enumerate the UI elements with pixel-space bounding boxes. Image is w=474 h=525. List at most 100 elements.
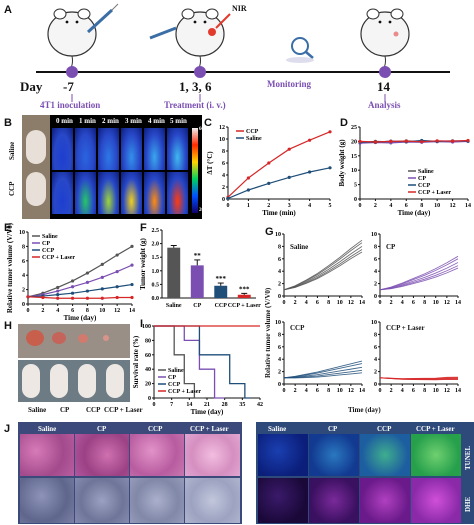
j-row-he: H&E — [8, 450, 16, 466]
g-label-saline: Saline — [290, 243, 309, 251]
x-tick-label: 4 — [308, 203, 311, 209]
y-tick-label: 6 — [374, 345, 377, 351]
data-point — [56, 296, 60, 300]
panel-a-label: A — [4, 4, 12, 16]
y-tick-label: 2 — [222, 185, 225, 191]
panel-b-label: B — [4, 117, 12, 129]
x-tick-label: 2 — [374, 203, 377, 209]
y-tick-label: 2.0 — [152, 242, 160, 248]
x-tick-label: 1 — [247, 203, 250, 209]
j-left-ccp-laser: CCP + Laser — [190, 425, 229, 433]
mouse-saline — [22, 364, 40, 398]
x-tick-label: 0 — [379, 300, 382, 306]
y-tick-label: 0.0 — [152, 296, 160, 302]
x-tick-label: 0 — [283, 388, 286, 394]
x-axis-label: Time (day) — [398, 209, 431, 217]
j-right-ccp-laser: CCP + Laser — [416, 425, 455, 433]
time-0min: 0 min — [56, 117, 73, 125]
thermal-tile — [167, 172, 188, 214]
thermal-tile — [144, 128, 165, 170]
y-tick-label: 4 — [278, 269, 281, 275]
ki67-ccp-laser — [185, 478, 240, 523]
h-label-saline: Saline — [28, 406, 47, 414]
x-axis-label: Time (day) — [64, 314, 97, 322]
data-point — [358, 139, 362, 143]
x-tick-label: 10 — [433, 300, 439, 306]
x-tick-label: 2 — [390, 300, 393, 306]
y-tick-label: 10 — [219, 137, 225, 143]
y-tick-label: 80 — [145, 338, 151, 344]
series-line-3 — [359, 139, 469, 143]
x-tick-label: 14 — [186, 402, 192, 408]
y-tick-label: 8 — [222, 149, 225, 155]
y-tick-label: 6 — [222, 161, 225, 167]
data-point — [70, 279, 75, 283]
x-tick-label: 8 — [327, 300, 330, 306]
x-tick-label: 0 — [153, 402, 156, 408]
x-tick-label: 6 — [412, 300, 415, 306]
legend-label: CCP + Laser — [418, 190, 451, 196]
x-tick-label: 2 — [390, 388, 393, 394]
y-tick-label: 10 — [275, 232, 281, 238]
inoculation-label: 4T1 inoculation — [40, 100, 101, 110]
he-ccp-laser — [185, 434, 240, 476]
y-axis-label: Tumor weight (g) — [139, 237, 147, 289]
g-label-ccp: CCP — [290, 324, 305, 332]
data-point — [100, 275, 104, 279]
x-tick-label: 12 — [114, 308, 120, 314]
ki67-cp — [75, 478, 129, 523]
x-tick-label: 14 — [359, 300, 365, 306]
y-tick-label: 10 — [275, 320, 281, 326]
data-point — [130, 295, 134, 300]
y-tick-label: 10 — [19, 230, 25, 236]
y-tick-label: 2 — [374, 282, 377, 288]
legend-label: CCP + Laser — [42, 255, 75, 261]
category-label: CP — [193, 303, 201, 309]
j-row-ki67: Ki67 — [8, 495, 16, 510]
y-tick-label: 2 — [22, 288, 25, 294]
subplot-line — [283, 251, 363, 291]
thermal-tile — [75, 128, 96, 170]
x-tick-label: 6 — [71, 308, 74, 314]
x-tick-label: 12 — [348, 388, 354, 394]
tumor-cp — [52, 332, 66, 344]
subplot-line — [283, 360, 363, 379]
y-axis-label: Relative tumor volume (V/V0) — [6, 222, 14, 313]
thermal-tile — [121, 128, 142, 170]
data-point — [389, 139, 393, 143]
x-tick-label: 10 — [99, 308, 105, 314]
data-point — [226, 196, 230, 200]
row-label-ccp: CCP — [8, 181, 16, 196]
mouse-cp — [50, 364, 68, 398]
data-point — [26, 295, 30, 299]
tunel-cp — [309, 434, 359, 476]
tumor-ccp-laser — [103, 335, 109, 341]
y-tick-label: 8 — [278, 332, 281, 338]
treatment-label: Treatment (i. v.) — [164, 100, 226, 110]
series-line-0 — [27, 245, 133, 298]
x-tick-label: 10 — [434, 203, 440, 209]
x-tick-label: 5 — [329, 203, 332, 209]
j-left-cp: CP — [97, 425, 107, 433]
x-tick-label: 8 — [86, 308, 89, 314]
tunel-ccp-laser — [411, 434, 461, 476]
y-tick-label: 6 — [278, 257, 281, 263]
y-tick-label: 10 — [371, 232, 377, 238]
x-tick-label: 12 — [444, 388, 450, 394]
panel-j-label: J — [4, 423, 11, 435]
data-point — [466, 138, 470, 143]
x-tick-label: 12 — [450, 203, 456, 209]
x-tick-label: 3 — [288, 203, 291, 209]
significance-label: *** — [216, 275, 227, 283]
data-point — [70, 291, 75, 295]
x-tick-label: 14 — [455, 388, 461, 394]
j-right-cp: CP — [328, 425, 338, 433]
chart-f: 0.0 0.5 1.0 1.5 2.0 2.5 Tumor weight (g) Saline… — [139, 228, 261, 309]
data-point — [56, 293, 60, 297]
category-label: CCP + Laser — [228, 303, 261, 309]
x-tick-label: 2 — [267, 203, 270, 209]
data-point — [130, 263, 134, 267]
day-m7: -7 — [63, 79, 74, 94]
x-axis-label: Time (min) — [262, 209, 296, 217]
he-cp — [75, 434, 129, 476]
